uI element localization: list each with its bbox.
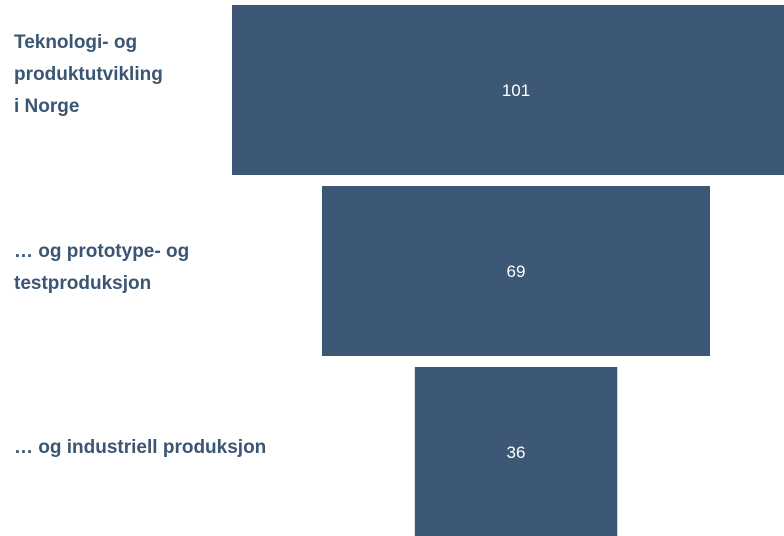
bar-value-label-prototype-og-testproduksjon: 69 [507,262,526,281]
category-label-teknologi-og-produktutvikling: Teknologi- og produktutvikling i Norge [14,32,163,117]
bar-value-label-teknologi-og-produktutvikling: 101 [502,81,530,100]
category-label-prototype-og-testproduksjon: … og prototype- og testproduksjon [14,241,190,294]
funnel-bar-industriell-produksjon [414,367,618,536]
funnel-bar-prototype-og-testproduksjon [322,186,710,356]
funnel-bar-teknologi-og-produktutvikling [232,5,784,175]
category-label-industriell-produksjon: … og industriell produksjon [14,437,267,458]
bar-value-label-industriell-produksjon: 36 [507,443,526,462]
